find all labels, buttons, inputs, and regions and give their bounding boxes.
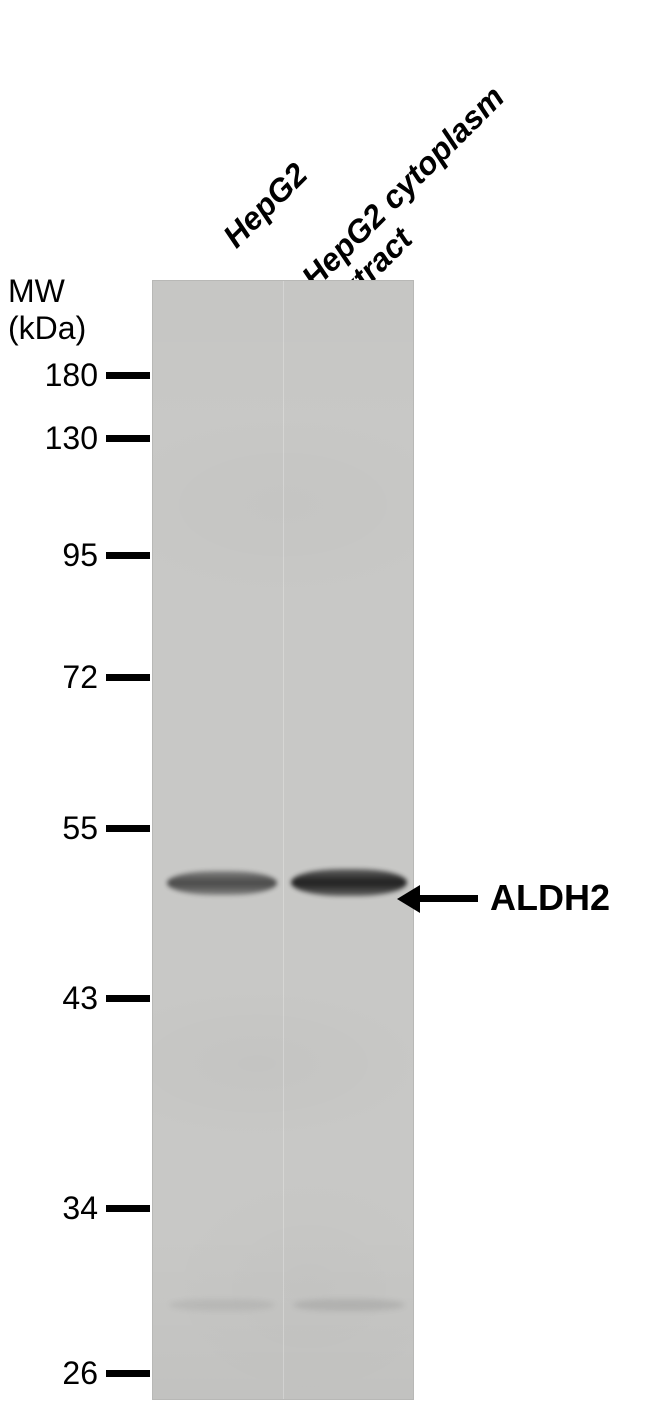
marker-row-43: 43 — [0, 980, 150, 1017]
marker-row-55: 55 — [0, 810, 150, 847]
marker-label-95: 95 — [0, 537, 98, 574]
marker-label-180: 180 — [0, 357, 98, 394]
blot-membrane — [152, 280, 414, 1400]
marker-tick-95 — [106, 552, 150, 559]
marker-label-34: 34 — [0, 1190, 98, 1227]
marker-tick-55 — [106, 825, 150, 832]
lane-label-1: HepG2 — [216, 156, 315, 255]
aldh2-band-lane-2 — [291, 869, 407, 896]
marker-row-180: 180 — [0, 357, 150, 394]
marker-label-43: 43 — [0, 980, 98, 1017]
marker-row-95: 95 — [0, 537, 150, 574]
lane-divider — [283, 281, 284, 1399]
figure-container: HepG2 HepG2 cytoplasm extract MW (kDa) 1… — [0, 0, 650, 1426]
marker-row-130: 130 — [0, 420, 150, 457]
marker-tick-72 — [106, 674, 150, 681]
marker-label-130: 130 — [0, 420, 98, 457]
marker-row-72: 72 — [0, 659, 150, 696]
mw-header: MW (kDa) — [8, 273, 86, 347]
marker-tick-34 — [106, 1205, 150, 1212]
protein-label: ALDH2 — [490, 877, 610, 919]
marker-tick-26 — [106, 1370, 150, 1377]
marker-label-26: 26 — [0, 1355, 98, 1392]
marker-label-72: 72 — [0, 659, 98, 696]
mw-header-line-2: (kDa) — [8, 310, 86, 347]
marker-row-34: 34 — [0, 1190, 150, 1227]
lane-2-line-1: HepG2 cytoplasm — [295, 79, 511, 295]
marker-tick-130 — [106, 435, 150, 442]
marker-row-26: 26 — [0, 1355, 150, 1392]
marker-tick-180 — [106, 372, 150, 379]
mw-header-line-1: MW — [8, 273, 86, 310]
faint-band-lane-2-0 — [293, 1299, 405, 1311]
faint-band-lane-1-0 — [169, 1299, 275, 1311]
marker-label-55: 55 — [0, 810, 98, 847]
marker-tick-43 — [106, 995, 150, 1002]
protein-arrow-row: ALDH2 — [418, 877, 610, 919]
aldh2-band-lane-1 — [167, 871, 277, 895]
left-arrow-icon — [418, 895, 478, 902]
